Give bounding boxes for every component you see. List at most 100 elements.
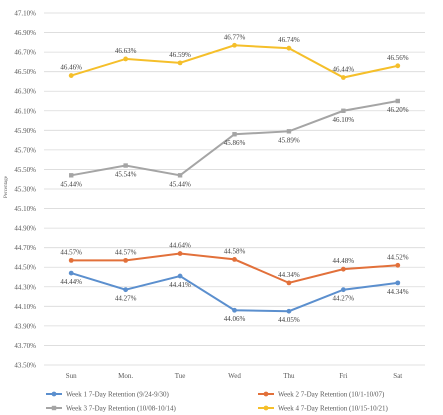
data-label: 46.20%: [387, 106, 409, 114]
data-point: [395, 262, 401, 268]
data-label: 45.44%: [60, 180, 82, 188]
y-tick-label: 45.90%: [14, 127, 36, 135]
data-label: 44.34%: [387, 288, 409, 296]
data-point: [123, 287, 129, 293]
series-group: 44.44% 44.27% 44.41% 44.06% 44.05% 44.27% 44.3…: [60, 33, 408, 324]
y-axis-tick-labels: 43.50% 43.70% 43.90% 44.10% 44.30% 44.50% 44.7…: [14, 10, 36, 370]
x-tick-label: Sat: [393, 372, 402, 380]
legend-marker: [51, 405, 57, 411]
data-point: [69, 173, 74, 178]
x-tick-label: Thu: [283, 372, 295, 380]
data-point: [68, 257, 74, 263]
data-point: [123, 163, 128, 168]
data-label: 46.74%: [278, 36, 300, 44]
x-tick-label: Mon.: [118, 372, 133, 380]
x-tick-label: Fri: [339, 372, 347, 380]
y-tick-label: 46.90%: [14, 29, 36, 37]
data-label: 45.86%: [224, 139, 246, 147]
series-4: 46.46% 46.63% 46.59% 46.77% 46.74% 46.44% 46.5…: [60, 33, 409, 80]
data-point: [340, 266, 346, 272]
data-label: 46.77%: [224, 33, 246, 41]
y-tick-label: 43.50%: [14, 362, 36, 370]
legend-item: Week 3 7-Day Retention (10/08-10/14): [46, 405, 177, 413]
series-line: [70, 272, 398, 313]
legend: Week 1 7-Day Retention (9/24-9/30) Week 2…: [46, 391, 389, 413]
x-tick-label: Sun: [66, 372, 77, 380]
y-tick-label: 45.70%: [14, 146, 36, 154]
data-label: 46.46%: [60, 64, 82, 72]
y-tick-label: 44.70%: [14, 244, 36, 252]
data-label: 44.06%: [224, 315, 246, 323]
data-point: [232, 42, 237, 48]
y-axis-label: Percentage: [4, 175, 9, 198]
data-point: [395, 280, 401, 286]
data-point: [177, 60, 183, 66]
data-point: [123, 56, 129, 62]
y-tick-label: 44.90%: [14, 225, 36, 233]
data-point: [395, 98, 400, 104]
data-point: [286, 129, 292, 134]
series-3: 45.44% 45.54% 45.44% 45.86% 45.89% 46.10% 46.2…: [60, 98, 409, 188]
data-label: 44.44%: [60, 278, 82, 286]
data-label: 45.89%: [278, 136, 300, 144]
data-label: 44.64%: [169, 242, 191, 250]
legend-item: Week 4 7-Day Retention (10/15-10/21): [258, 405, 389, 413]
legend-label: Week 3 7-Day Retention (10/08-10/14): [66, 405, 177, 413]
legend-label: Week 4 7-Day Retention (10/15-10/21): [278, 405, 389, 413]
data-point: [232, 307, 237, 313]
data-point: [123, 257, 129, 263]
legend-marker: [263, 391, 269, 397]
legend-item: Week 1 7-Day Retention (9/24-9/30): [46, 391, 170, 399]
legend-item: Week 2 7-Day Retention (10/1-10/07): [258, 391, 385, 399]
x-tick-label: Wed: [228, 372, 241, 380]
legend-label: Week 2 7-Day Retention (10/1-10/07): [278, 391, 385, 399]
data-label: 44.58%: [224, 247, 246, 255]
data-point: [341, 108, 346, 113]
data-point: [286, 45, 292, 51]
data-point: [286, 308, 292, 314]
data-label: 44.41%: [169, 281, 191, 289]
y-tick-label: 44.30%: [14, 283, 36, 291]
data-label: 46.56%: [387, 54, 409, 62]
series-2: 44.57% 44.57% 44.64% 44.58% 44.34% 44.48% 44.5…: [60, 242, 409, 286]
data-label: 44.48%: [333, 257, 355, 265]
x-tick-label: Tue: [175, 372, 186, 380]
data-label: 46.10%: [333, 116, 355, 124]
data-label: 44.34%: [278, 271, 300, 279]
data-point: [177, 273, 183, 279]
y-tick-label: 45.30%: [14, 186, 36, 194]
y-tick-label: 44.10%: [14, 303, 36, 311]
data-label: 46.44%: [333, 66, 355, 74]
data-point: [68, 73, 74, 78]
data-point: [286, 280, 292, 286]
data-point: [177, 173, 183, 178]
data-label: 44.27%: [333, 295, 355, 303]
data-label: 44.27%: [115, 295, 137, 303]
y-tick-label: 44.50%: [14, 264, 36, 272]
y-tick-label: 47.10%: [14, 10, 36, 18]
data-label: 44.52%: [387, 253, 409, 261]
y-tick-label: 45.10%: [14, 205, 36, 213]
legend-label: Week 1 7-Day Retention (9/24-9/30): [66, 391, 170, 399]
data-label: 46.63%: [115, 47, 137, 55]
data-point: [340, 75, 346, 80]
data-label: 44.57%: [115, 248, 137, 256]
data-label: 46.59%: [169, 51, 191, 59]
y-tick-label: 43.70%: [14, 342, 36, 350]
data-label: 45.54%: [115, 171, 137, 179]
data-label: 45.44%: [169, 180, 191, 188]
data-point: [177, 251, 183, 256]
y-tick-label: 46.10%: [14, 107, 36, 115]
y-tick-label: 43.90%: [14, 322, 36, 330]
y-tick-label: 46.50%: [14, 68, 36, 76]
legend-marker: [51, 391, 57, 397]
series-line: [71, 100, 398, 177]
data-point: [340, 287, 346, 293]
y-tick-label: 46.30%: [14, 88, 36, 96]
data-point: [68, 270, 74, 276]
data-point: [232, 132, 237, 137]
data-label: 44.05%: [278, 316, 300, 324]
legend-marker: [263, 405, 269, 411]
y-tick-label: 45.50%: [14, 166, 36, 174]
